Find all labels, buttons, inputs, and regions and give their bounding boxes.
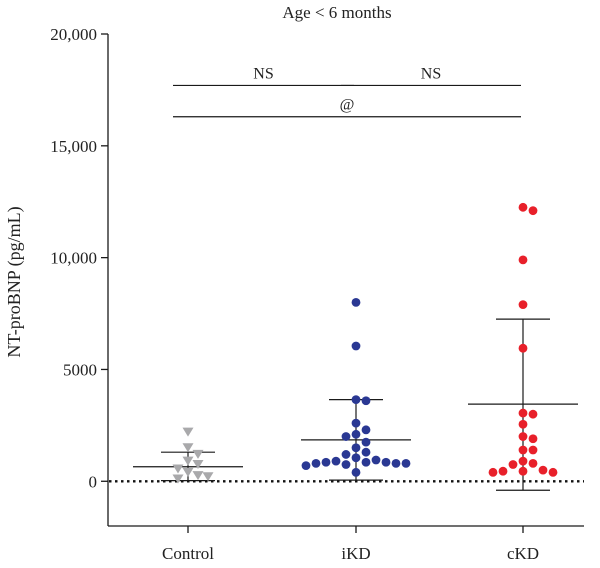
y-tick-label: 0 bbox=[89, 472, 98, 491]
y-axis-label: NT-proBNP (pg/mL) bbox=[4, 206, 25, 357]
ikd-data-point bbox=[351, 341, 361, 351]
ikd-data-point bbox=[361, 447, 371, 457]
ikd-data-point bbox=[361, 437, 371, 447]
ckd-data-point bbox=[548, 467, 558, 477]
ikd-data-point bbox=[301, 461, 311, 471]
ckd-data-point bbox=[518, 300, 528, 309]
ckd-data-point bbox=[518, 343, 528, 353]
x-ticks: Control iKD cKD bbox=[162, 526, 539, 563]
significance-label: NS bbox=[253, 65, 273, 82]
control-data-point bbox=[202, 472, 214, 482]
ikd-data-point bbox=[351, 453, 361, 463]
ikd-data-point bbox=[331, 456, 341, 466]
control-data-point bbox=[192, 460, 204, 469]
ikd-data-point bbox=[351, 395, 361, 405]
chart-title: Age < 6 months bbox=[282, 3, 391, 22]
ckd-data-point bbox=[518, 432, 528, 441]
ikd-data-point bbox=[321, 457, 331, 467]
y-tick-label: 5000 bbox=[63, 360, 97, 379]
ckd-data-point bbox=[518, 255, 528, 265]
control-data-point bbox=[182, 443, 194, 453]
ckd-data-point bbox=[528, 434, 538, 444]
ckd-data-point bbox=[528, 445, 538, 455]
ikd-data-point bbox=[311, 458, 321, 468]
significance-label: NS bbox=[421, 65, 441, 82]
control-data-point bbox=[172, 474, 184, 484]
significance-brackets: NS NS @ bbox=[173, 65, 521, 118]
control-data-point bbox=[182, 427, 194, 437]
data-points bbox=[172, 202, 558, 484]
ikd-data-point bbox=[341, 432, 351, 441]
ckd-data-point bbox=[498, 466, 508, 476]
ikd-data-point bbox=[351, 467, 361, 477]
ckd-data-point bbox=[538, 465, 548, 475]
y-tick-label: 10,000 bbox=[50, 249, 97, 268]
x-tick-label: cKD bbox=[507, 544, 539, 563]
control-data-point bbox=[192, 471, 204, 481]
ikd-data-point bbox=[391, 458, 401, 468]
significance-label: @ bbox=[340, 97, 355, 114]
ckd-data-point bbox=[518, 466, 528, 476]
control-data-point bbox=[182, 467, 194, 477]
ikd-data-point bbox=[341, 460, 351, 469]
control-data-point bbox=[192, 449, 204, 459]
ikd-data-point bbox=[361, 396, 371, 406]
ckd-data-point bbox=[528, 409, 538, 419]
ikd-data-point bbox=[401, 458, 411, 468]
ikd-data-point bbox=[361, 425, 371, 435]
ckd-data-point bbox=[528, 458, 538, 468]
axes bbox=[107, 34, 584, 527]
x-tick-label: Control bbox=[162, 544, 214, 563]
y-tick-label: 15,000 bbox=[50, 137, 97, 156]
ikd-data-point bbox=[341, 450, 351, 459]
ckd-data-point bbox=[488, 467, 498, 477]
control-data-point bbox=[182, 456, 194, 466]
ikd-data-point bbox=[361, 457, 371, 467]
ckd-data-point bbox=[528, 206, 538, 216]
ckd-data-point bbox=[518, 408, 528, 418]
ikd-data-point bbox=[351, 429, 361, 439]
control-data-point bbox=[172, 464, 184, 474]
y-tick-label: 20,000 bbox=[50, 25, 97, 44]
ikd-data-point bbox=[351, 418, 361, 428]
ckd-data-point bbox=[508, 460, 518, 469]
ckd-data-point bbox=[518, 456, 528, 466]
ikd-data-point bbox=[371, 455, 381, 465]
ckd-data-point bbox=[518, 419, 528, 429]
x-tick-label: iKD bbox=[341, 544, 370, 563]
y-ticks: 0 5000 10,000 15,000 20,000 bbox=[50, 25, 108, 491]
ikd-data-point bbox=[351, 297, 361, 307]
ikd-data-point bbox=[351, 443, 361, 453]
ckd-data-point bbox=[518, 445, 528, 455]
ikd-data-point bbox=[381, 457, 391, 467]
ckd-data-point bbox=[518, 202, 528, 212]
